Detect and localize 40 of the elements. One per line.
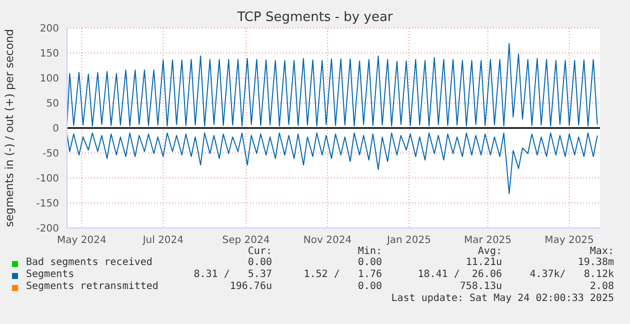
y-tick-label: 150 <box>40 48 59 60</box>
y-tick-label: 200 <box>40 24 59 35</box>
chart-title: TCP Segments - by year <box>236 10 394 25</box>
line-series <box>67 132 598 194</box>
text: 11.21u <box>466 257 502 268</box>
text: 758.13u <box>460 281 502 292</box>
text: 0.00 <box>358 281 382 292</box>
legend-label: Segments retransmitted <box>26 281 158 292</box>
legend-label: Segments <box>26 269 74 280</box>
text: Cur: <box>246 246 272 257</box>
text: Min: <box>358 246 382 257</box>
y-tick-label: 0 <box>52 124 59 135</box>
x-tick-label: May 2024 <box>57 235 106 246</box>
text: 196.76u <box>230 281 272 292</box>
x-tick-label: Jan 2025 <box>386 235 431 246</box>
text: 19.38m <box>578 257 614 268</box>
text: 2.08 <box>590 281 614 292</box>
y-axis-title: segments in (-) / out (+) per second <box>2 28 16 228</box>
y-tick-label: -100 <box>36 174 59 185</box>
y-tick-label: 100 <box>40 74 59 85</box>
text: 0.00 <box>358 257 382 268</box>
text: Max: <box>590 246 614 257</box>
y-tick-label: -50 <box>42 148 59 160</box>
x-tick-label: Mar 2025 <box>464 235 512 246</box>
text: 4.37k/ 8.12k <box>530 269 614 280</box>
text: Avg: <box>478 246 502 257</box>
y-tick-label: -200 <box>36 224 59 235</box>
y-tick-label: -150 <box>36 198 59 210</box>
text: Last update: Sat May 24 02:00:33 2025 <box>390 293 614 304</box>
text: 1.52 / 1.76 <box>304 269 382 280</box>
x-tick-label: Jul 2024 <box>142 235 184 246</box>
y-tick-label: 50 <box>46 98 59 110</box>
text: 18.41 / 26.06 <box>418 269 502 280</box>
x-tick-label: Nov 2024 <box>303 235 352 246</box>
text: 8.31 / 5.37 <box>194 269 272 280</box>
text: 0.00 <box>248 257 272 268</box>
legend-label: Bad segments received <box>26 257 152 268</box>
line-series <box>67 43 598 126</box>
x-tick-label: May 2025 <box>544 235 594 246</box>
x-tick-label: Sep 2024 <box>222 235 270 246</box>
